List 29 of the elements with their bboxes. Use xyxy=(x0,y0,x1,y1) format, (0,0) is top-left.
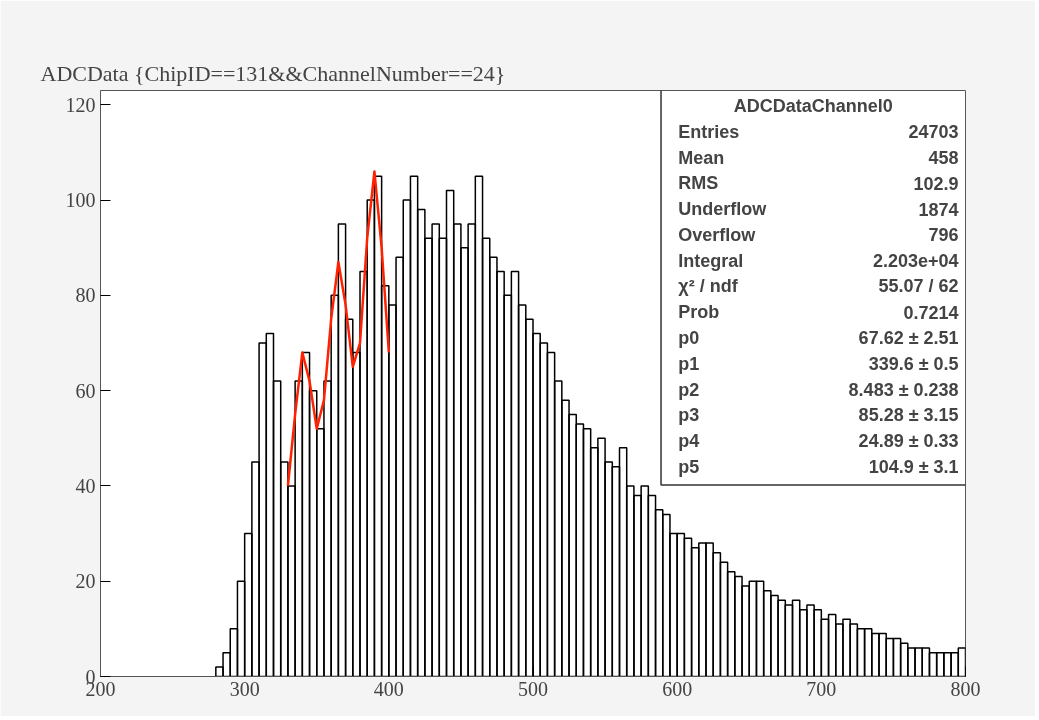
text: Entries 24703 xyxy=(678,121,959,143)
text: χ² / ndf 55.07 / 62 xyxy=(678,276,959,297)
x-tick-label: 400 xyxy=(373,677,404,700)
x-tick-label: 500 xyxy=(518,677,548,700)
y-tick-label: 120 xyxy=(65,93,96,116)
x-tick-label: 300 xyxy=(229,677,260,700)
text: Underflow 1874 xyxy=(678,199,959,220)
text: p5 104.9 ± 3.1 xyxy=(678,456,959,477)
text: p4 24.89 ± 0.33 xyxy=(678,431,959,452)
text: Integral 2.203e+04 xyxy=(678,250,959,272)
y-tick-label: 20 xyxy=(75,570,96,593)
x-tick-label: 800 xyxy=(950,677,981,700)
text: Overflow 796 xyxy=(678,224,959,246)
y-tick-label: 60 xyxy=(75,379,96,402)
text: p1 339.6 ± 0.5 xyxy=(678,353,959,374)
y-tick-label: 80 xyxy=(75,284,96,307)
x-tick-label: 600 xyxy=(662,677,693,700)
annotation: ADCDataChannel0 xyxy=(733,95,893,116)
text: p3 85.28 ± 3.15 xyxy=(678,405,959,426)
text: Mean 458 xyxy=(678,147,959,169)
text: Prob 0.7214 xyxy=(678,302,959,323)
y-tick-label: 100 xyxy=(65,189,96,212)
y-tick-label: 40 xyxy=(75,474,96,497)
text: p0 67.62 ± 2.51 xyxy=(678,328,959,349)
chart-title: ADCData {ChipID==131&&ChannelNumber==24} xyxy=(40,60,506,86)
text: RMS 102.9 xyxy=(678,173,959,194)
text: p2 8.483 ± 0.238 xyxy=(678,379,959,400)
x-tick-label: 700 xyxy=(806,677,837,700)
line-series xyxy=(286,170,391,488)
